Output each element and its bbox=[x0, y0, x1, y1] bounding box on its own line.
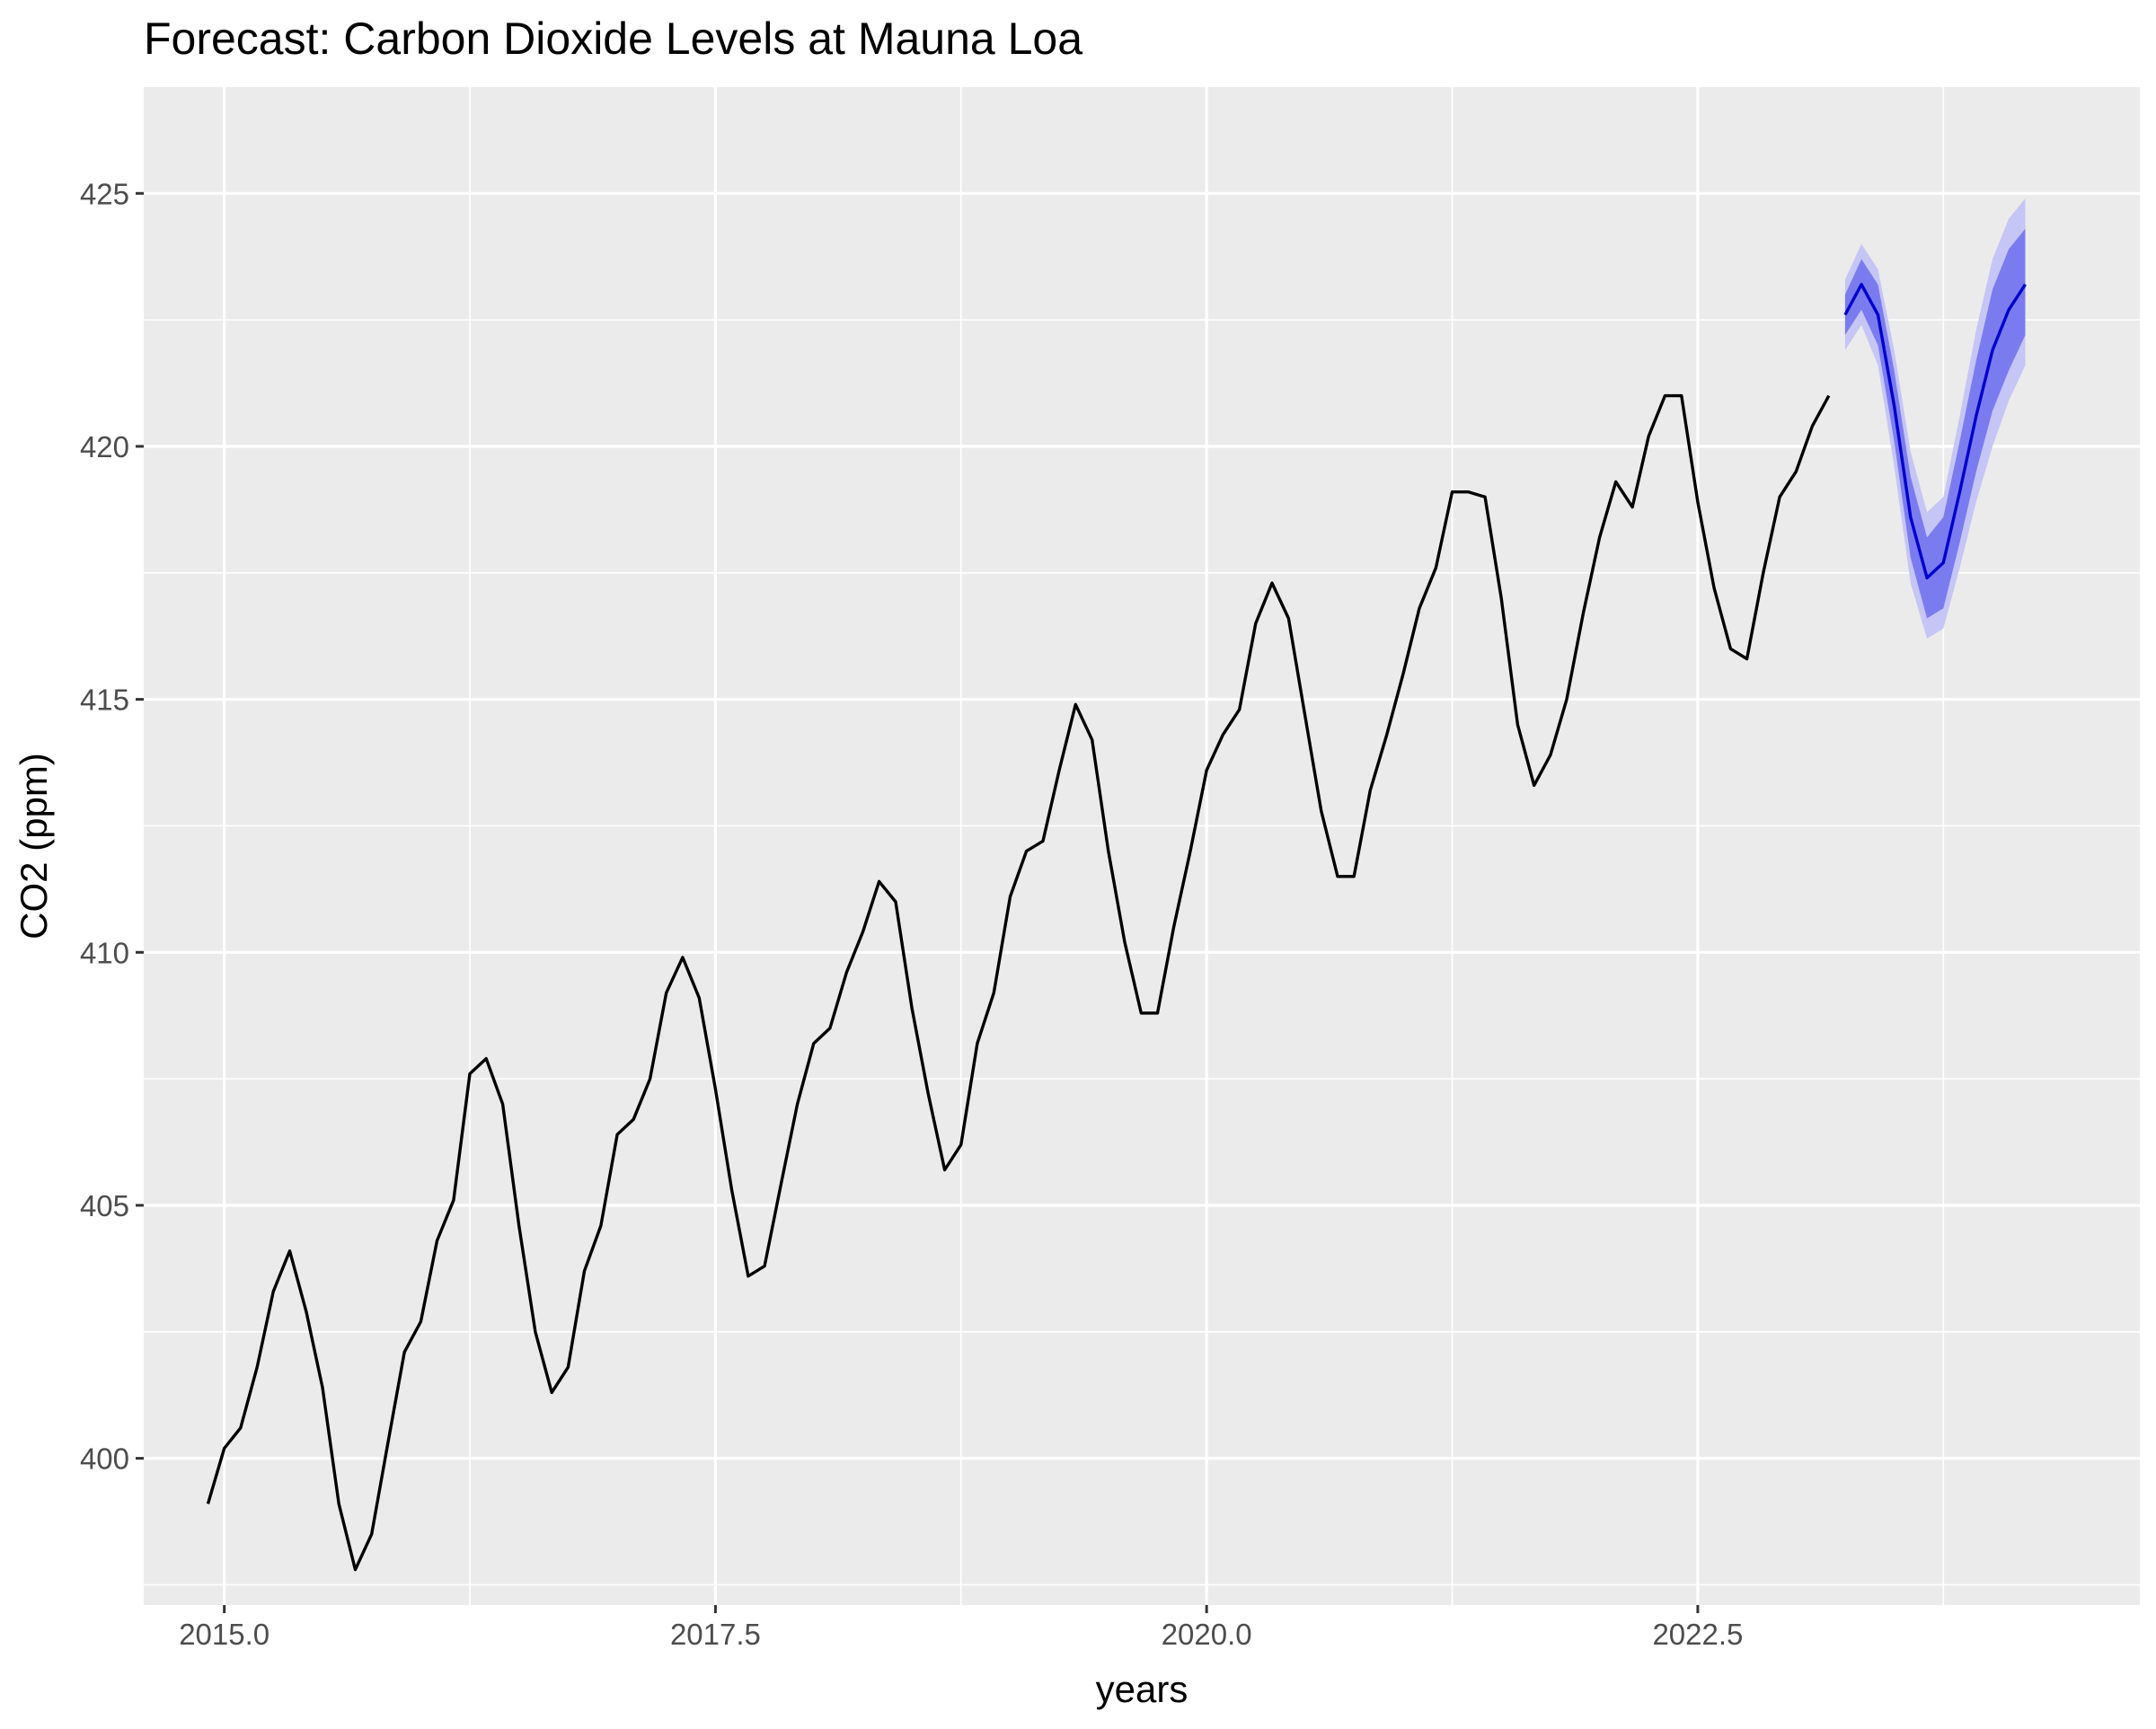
y-axis: 400 405 410 415 420 425 bbox=[80, 177, 144, 1475]
chart-title: Forecast: Carbon Dioxide Levels at Mauna… bbox=[144, 13, 1082, 64]
y-tick-label: 405 bbox=[80, 1189, 129, 1222]
y-tick-label: 410 bbox=[80, 936, 129, 969]
x-axis: 2015.0 2017.5 2020.0 2022.5 bbox=[179, 1605, 1743, 1651]
y-tick-label: 415 bbox=[80, 684, 129, 717]
y-tick-label: 425 bbox=[80, 177, 129, 210]
y-axis-title: CO2 (ppm) bbox=[13, 753, 55, 939]
x-tick-label: 2020.0 bbox=[1162, 1618, 1252, 1651]
x-axis-title: years bbox=[1096, 1668, 1188, 1710]
x-tick-label: 2017.5 bbox=[670, 1618, 761, 1651]
x-tick-label: 2015.0 bbox=[179, 1618, 270, 1651]
plot-panel bbox=[144, 87, 2140, 1605]
y-tick-label: 420 bbox=[80, 430, 129, 463]
x-tick-label: 2022.5 bbox=[1652, 1618, 1743, 1651]
y-tick-label: 400 bbox=[80, 1442, 129, 1476]
